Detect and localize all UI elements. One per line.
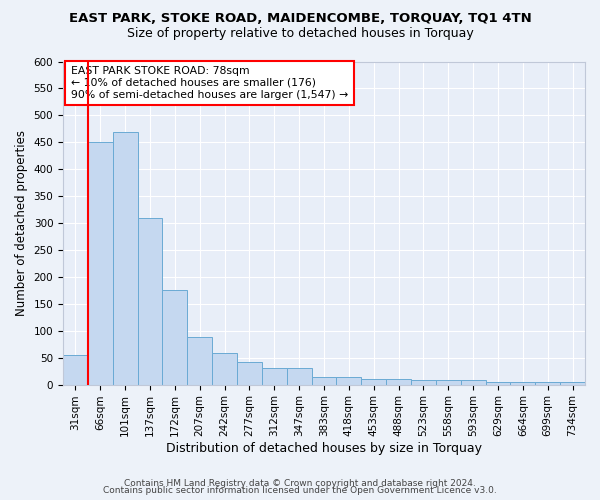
- Bar: [311, 376, 337, 384]
- Bar: [88, 142, 113, 384]
- Bar: [386, 379, 411, 384]
- Bar: [237, 362, 262, 384]
- Bar: [137, 218, 163, 384]
- Bar: [361, 379, 386, 384]
- Bar: [63, 355, 88, 384]
- Bar: [212, 354, 237, 384]
- Bar: [511, 382, 535, 384]
- Text: EAST PARK STOKE ROAD: 78sqm
← 10% of detached houses are smaller (176)
90% of se: EAST PARK STOKE ROAD: 78sqm ← 10% of det…: [71, 66, 348, 100]
- Bar: [163, 290, 187, 384]
- Bar: [461, 380, 485, 384]
- Bar: [485, 382, 511, 384]
- Bar: [187, 337, 212, 384]
- Bar: [560, 382, 585, 384]
- Text: Contains public sector information licensed under the Open Government Licence v3: Contains public sector information licen…: [103, 486, 497, 495]
- Bar: [436, 380, 461, 384]
- Bar: [113, 132, 137, 384]
- Text: EAST PARK, STOKE ROAD, MAIDENCOMBE, TORQUAY, TQ1 4TN: EAST PARK, STOKE ROAD, MAIDENCOMBE, TORQ…: [68, 12, 532, 26]
- Bar: [287, 368, 311, 384]
- Y-axis label: Number of detached properties: Number of detached properties: [15, 130, 28, 316]
- Text: Size of property relative to detached houses in Torquay: Size of property relative to detached ho…: [127, 28, 473, 40]
- X-axis label: Distribution of detached houses by size in Torquay: Distribution of detached houses by size …: [166, 442, 482, 455]
- Bar: [535, 382, 560, 384]
- Bar: [337, 376, 361, 384]
- Bar: [262, 368, 287, 384]
- Text: Contains HM Land Registry data © Crown copyright and database right 2024.: Contains HM Land Registry data © Crown c…: [124, 478, 476, 488]
- Bar: [411, 380, 436, 384]
